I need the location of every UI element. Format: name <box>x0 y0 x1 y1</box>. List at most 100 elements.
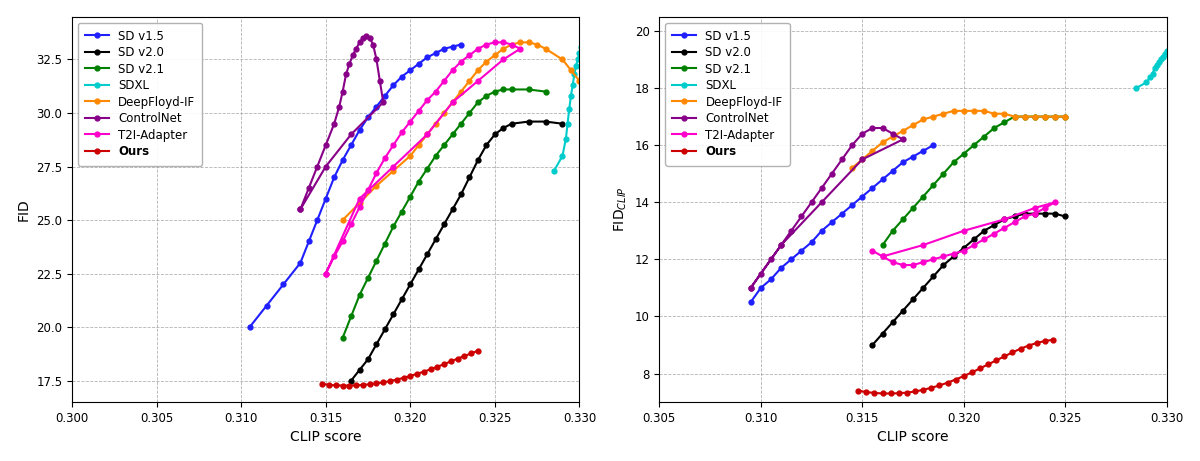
SD v2.1 <box>956 151 971 156</box>
Ours <box>437 361 451 367</box>
SD v1.5 <box>835 211 850 216</box>
SD v1.5 <box>794 248 809 254</box>
T2I-Adapter <box>977 236 991 242</box>
T2I-Adapter <box>487 40 502 45</box>
SD v2.1 <box>947 160 961 165</box>
ControlNet <box>815 200 829 205</box>
T2I-Adapter <box>479 42 493 47</box>
ControlNet <box>886 131 900 136</box>
SD v2.0 <box>437 222 451 227</box>
T2I-Adapter <box>1027 205 1042 211</box>
ControlNet <box>835 157 850 162</box>
DeepFloyd-IF <box>876 140 890 145</box>
SD v1.5 <box>804 239 818 245</box>
Ours <box>430 364 444 370</box>
SD v1.5 <box>301 239 316 244</box>
SD v2.1 <box>936 171 950 177</box>
SDXL <box>1158 51 1172 57</box>
SD v2.0 <box>886 319 900 325</box>
SDXL <box>562 106 576 112</box>
SD v2.0 <box>916 285 930 290</box>
T2I-Adapter <box>420 97 434 103</box>
T2I-Adapter <box>386 142 401 148</box>
T2I-Adapter <box>395 130 409 135</box>
X-axis label: CLIP score: CLIP score <box>290 430 361 444</box>
DeepFloyd-IF <box>539 46 553 52</box>
Ours <box>403 373 418 378</box>
ControlNet <box>301 185 316 191</box>
T2I-Adapter <box>370 170 384 176</box>
Line: SDXL: SDXL <box>552 40 586 173</box>
SDXL <box>1144 74 1158 79</box>
T2I-Adapter <box>336 239 350 244</box>
Ours <box>470 348 485 354</box>
Line: Ours: Ours <box>320 348 480 388</box>
SDXL <box>560 121 575 126</box>
ControlNet <box>804 200 818 205</box>
ControlNet <box>784 228 798 234</box>
SDXL <box>1159 48 1174 53</box>
T2I-Adapter <box>470 46 485 52</box>
Ours <box>941 380 955 385</box>
SD v1.5 <box>824 219 839 225</box>
SD v2.0 <box>988 222 1002 228</box>
ControlNet <box>366 42 380 47</box>
Ours <box>980 361 995 367</box>
DeepFloyd-IF <box>926 114 941 119</box>
SD v1.5 <box>744 299 758 305</box>
SD v1.5 <box>428 50 443 56</box>
ControlNet <box>332 104 347 109</box>
T2I-Adapter <box>876 254 890 259</box>
ControlNet <box>794 214 809 219</box>
SD v2.0 <box>504 121 518 126</box>
SDXL <box>1150 62 1164 68</box>
T2I-Adapter <box>1027 211 1042 216</box>
DeepFloyd-IF <box>865 148 880 154</box>
SD v1.5 <box>344 142 359 148</box>
SD v1.5 <box>774 265 788 271</box>
SD v2.0 <box>926 274 941 279</box>
SD v2.0 <box>977 228 991 234</box>
T2I-Adapter <box>936 254 950 259</box>
T2I-Adapter <box>445 100 460 105</box>
Ours <box>1006 349 1020 355</box>
Ours <box>883 391 898 396</box>
T2I-Adapter <box>1018 214 1032 219</box>
T2I-Adapter <box>353 205 367 210</box>
SD v2.1 <box>470 100 485 105</box>
ControlNet <box>362 35 377 41</box>
SD v1.5 <box>420 54 434 60</box>
Ours <box>851 388 865 393</box>
DeepFloyd-IF <box>564 67 578 73</box>
DeepFloyd-IF <box>556 57 570 62</box>
Y-axis label: FID: FID <box>17 198 31 221</box>
DeepFloyd-IF <box>412 142 426 148</box>
T2I-Adapter <box>967 242 982 248</box>
T2I-Adapter <box>1007 219 1021 225</box>
SD v1.5 <box>876 177 890 182</box>
T2I-Adapter <box>906 262 920 268</box>
DeepFloyd-IF <box>1018 114 1032 119</box>
Ours <box>1046 337 1061 343</box>
Ours <box>908 389 923 394</box>
DeepFloyd-IF <box>936 111 950 117</box>
T2I-Adapter <box>496 40 510 45</box>
SD v1.5 <box>293 260 307 266</box>
SD v2.0 <box>906 296 920 302</box>
SD v2.1 <box>445 132 460 137</box>
SDXL <box>1129 85 1144 91</box>
SD v2.1 <box>967 142 982 148</box>
SD v2.0 <box>370 342 384 347</box>
SDXL <box>1139 80 1153 85</box>
SD v2.0 <box>344 378 359 384</box>
SD v2.1 <box>539 89 553 95</box>
ControlNet <box>373 78 388 83</box>
SD v2.1 <box>1007 114 1021 119</box>
SD v2.1 <box>1048 114 1062 119</box>
SD v1.5 <box>784 257 798 262</box>
Line: DeepFloyd-IF: DeepFloyd-IF <box>850 108 1068 171</box>
SD v2.1 <box>895 217 910 222</box>
ControlNet <box>293 207 307 212</box>
T2I-Adapter <box>956 228 971 234</box>
T2I-Adapter <box>865 248 880 254</box>
